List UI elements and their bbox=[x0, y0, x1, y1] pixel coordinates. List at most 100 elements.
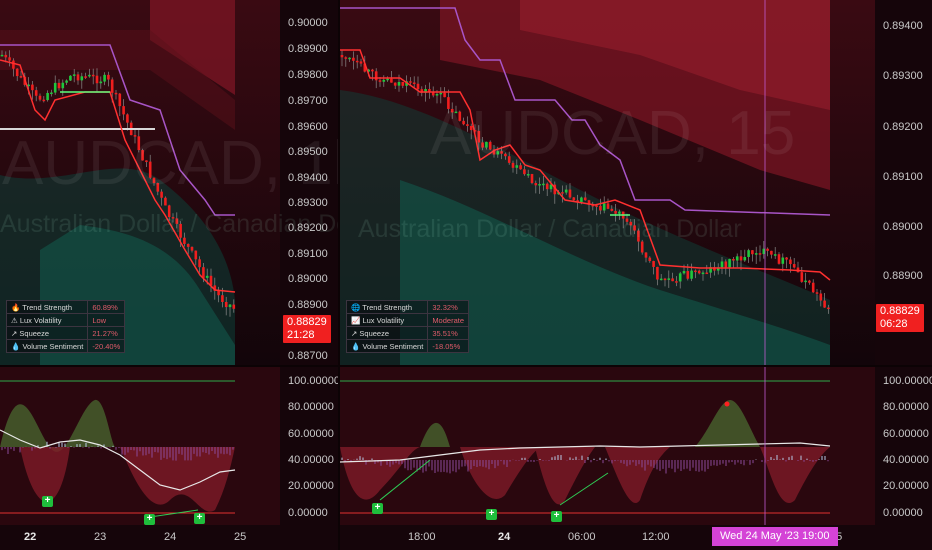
candle-body bbox=[209, 275, 213, 286]
candle-body bbox=[424, 89, 427, 93]
right-price-tick: 0.89300 bbox=[883, 70, 923, 82]
candle-body bbox=[0, 54, 4, 57]
right-chart-pane[interactable]: AUDCAD, 15 Australian Dollar / Canadian … bbox=[340, 0, 932, 550]
left-price-tick: 0.90000 bbox=[288, 17, 328, 29]
candle-body bbox=[637, 230, 640, 242]
candle-body bbox=[656, 266, 659, 280]
candle-body bbox=[804, 280, 807, 283]
left-buy-signal-1[interactable]: + bbox=[42, 496, 53, 507]
left-osc-histogram bbox=[1, 441, 234, 461]
left-osc-tick: 80.00000 bbox=[288, 401, 334, 413]
right-osc-tick: 100.00000 bbox=[883, 375, 932, 387]
candle-body bbox=[224, 301, 228, 308]
right-osc-signal-line bbox=[340, 442, 831, 463]
crosshair-time-label: Wed 24 May '23 19:00 bbox=[712, 527, 838, 546]
candle-body bbox=[644, 252, 648, 258]
left-trailing-line bbox=[0, 59, 236, 293]
candle-body bbox=[88, 74, 91, 77]
left-price-tick: 0.89700 bbox=[288, 95, 328, 107]
candle-body bbox=[15, 68, 19, 77]
candle-body bbox=[675, 281, 678, 283]
candle-body bbox=[19, 76, 23, 78]
candle-body bbox=[91, 74, 95, 77]
candle-body bbox=[95, 75, 99, 84]
left-chart-pane[interactable]: AUDCAD, 1h Australian Dollar / Canadian … bbox=[0, 0, 338, 550]
candle-body bbox=[720, 261, 724, 268]
candle-body bbox=[481, 142, 484, 148]
candle-body bbox=[122, 106, 125, 115]
candle-body bbox=[496, 151, 500, 155]
candle-body bbox=[355, 60, 359, 63]
candle-body bbox=[747, 250, 750, 257]
candle-body bbox=[462, 120, 465, 125]
candle-body bbox=[724, 261, 728, 268]
left-info-table: 🔥 Trend Strength 60.89% ⚠ Lux Volatility L… bbox=[5, 300, 126, 353]
right-time-axis[interactable]: 18:00 24 06:00 12:00 25 Wed 24 May '23 1… bbox=[340, 525, 875, 550]
right-chart-canvas[interactable] bbox=[340, 0, 932, 550]
candle-body bbox=[348, 57, 351, 60]
right-countdown: 06:28 bbox=[880, 318, 908, 330]
candle-body bbox=[27, 84, 30, 87]
right-buy-signal-3[interactable]: + bbox=[551, 511, 562, 522]
candle-body bbox=[530, 174, 534, 184]
left-osc-tick: 0.00000 bbox=[288, 507, 328, 519]
left-trailing-stop-upper bbox=[0, 44, 235, 216]
candle-body bbox=[652, 261, 655, 267]
candle-body bbox=[431, 91, 435, 96]
candle-body bbox=[534, 183, 538, 186]
candle-body bbox=[792, 264, 796, 268]
candle-body bbox=[190, 246, 194, 251]
right-upper-cloud-inner bbox=[520, 0, 830, 110]
candle-body bbox=[164, 197, 167, 206]
candle-body bbox=[735, 256, 739, 261]
right-table-row-squeeze: ↗ Squeeze 35.51% bbox=[345, 326, 469, 340]
left-buy-signal-2[interactable]: + bbox=[144, 514, 155, 525]
left-buy-signal-3[interactable]: + bbox=[194, 513, 205, 524]
left-price-axis[interactable]: 0.90000 0.89900 0.89800 0.89700 0.89600 … bbox=[280, 0, 338, 525]
candle-body bbox=[811, 282, 815, 293]
candle-body bbox=[766, 248, 769, 251]
left-osc-bull-area bbox=[0, 399, 115, 452]
candle-body bbox=[732, 258, 735, 261]
candle-body bbox=[8, 57, 11, 61]
left-osc-signal-line bbox=[0, 429, 236, 491]
candle-body bbox=[42, 99, 46, 102]
left-table-value: Low bbox=[87, 313, 126, 327]
left-price-tick: 0.88700 bbox=[288, 350, 328, 362]
candle-body bbox=[583, 197, 587, 201]
candle-body bbox=[705, 272, 709, 275]
candle-body bbox=[770, 250, 773, 255]
candle-body bbox=[686, 271, 690, 279]
candle-body bbox=[359, 61, 363, 64]
candle-body bbox=[633, 225, 636, 231]
candle-body bbox=[186, 243, 190, 247]
left-time-axis[interactable]: 22 23 24 25 bbox=[0, 525, 280, 550]
left-price-tick: 0.88900 bbox=[288, 299, 328, 311]
right-osc-tick: 40.00000 bbox=[883, 454, 929, 466]
pane-divider[interactable] bbox=[338, 0, 340, 550]
candle-body bbox=[473, 130, 477, 132]
left-last-price: 0.88829 bbox=[287, 316, 327, 328]
left-osc-tick: 60.00000 bbox=[288, 428, 334, 440]
candle-body bbox=[511, 162, 515, 168]
right-table-value: 32.32% bbox=[427, 300, 469, 314]
candle-body bbox=[390, 78, 393, 83]
candle-body bbox=[553, 184, 557, 195]
candle-body bbox=[716, 267, 720, 271]
right-buy-signal-2[interactable]: + bbox=[486, 509, 497, 520]
candle-body bbox=[126, 114, 129, 123]
right-table-value: -18.05% bbox=[427, 339, 469, 353]
candle-body bbox=[819, 293, 823, 301]
candle-body bbox=[580, 197, 583, 203]
candle-body bbox=[57, 82, 61, 89]
candle-body bbox=[591, 204, 595, 207]
right-buy-signal-1[interactable]: + bbox=[372, 503, 383, 514]
right-price-axis[interactable]: 0.89400 0.89300 0.89200 0.89100 0.89000 … bbox=[875, 0, 932, 525]
candle-body bbox=[663, 278, 667, 281]
candle-body bbox=[344, 57, 348, 59]
candle-body bbox=[504, 153, 507, 157]
candle-body bbox=[587, 200, 591, 205]
candle-body bbox=[789, 259, 792, 265]
right-osc-bear-area bbox=[340, 447, 830, 505]
right-divergence-line-2 bbox=[559, 472, 609, 506]
